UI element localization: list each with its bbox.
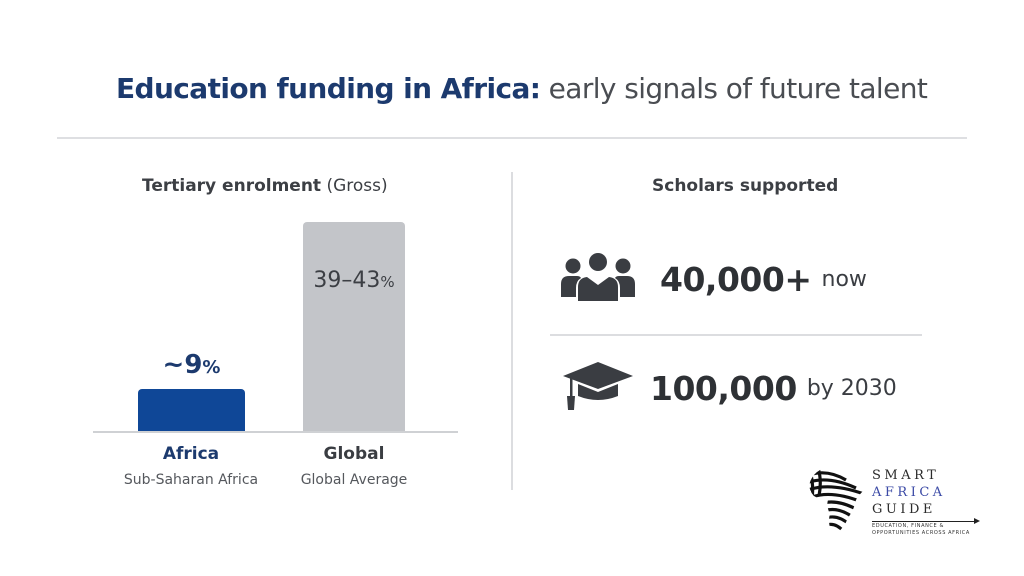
global-bar: [303, 222, 405, 432]
smart-africa-guide-logo: SMART AFRICA GUIDE EDUCATION, FINANCE & …: [806, 466, 986, 542]
africa-zebra-map-icon: [809, 468, 864, 535]
chart-baseline: [93, 431, 458, 433]
africa-value-label: ~9%: [162, 350, 221, 380]
logo-tagline: EDUCATION, FINANCE & OPPORTUNITIES ACROS…: [872, 523, 970, 536]
africa-bar: [138, 389, 245, 432]
panel-divider: [511, 172, 513, 490]
africa-subtitle: Sub-Saharan Africa: [123, 472, 259, 488]
current-scholars-suffix: now: [821, 266, 867, 292]
page-title: Education funding in Africa: early signa…: [116, 72, 928, 105]
global-value-label: 39–43%: [313, 268, 395, 293]
global-category-label: Global: [323, 444, 385, 464]
chart-title: Tertiary enrolment (Gross): [142, 176, 388, 196]
logo-arrow-icon: [974, 518, 980, 524]
target-scholars-suffix: by 2030: [806, 375, 897, 401]
logo-text-guide: GUIDE: [872, 502, 936, 517]
logo-text-africa: AFRICA: [872, 485, 946, 500]
target-scholars-value: 100,000: [650, 368, 797, 408]
logo-text-smart: SMART: [872, 468, 940, 483]
logo-arrow-line: [872, 521, 976, 522]
title-light: early signals of future talent: [548, 72, 928, 105]
chart-title-light: (Gross): [326, 176, 388, 196]
header-divider: [57, 137, 967, 139]
graduation-cap-icon: [562, 360, 634, 416]
global-subtitle: Global Average: [300, 472, 408, 488]
africa-category-label: Africa: [162, 444, 220, 464]
scholars-title: Scholars supported: [652, 176, 839, 196]
current-scholars-value: 40,000+: [660, 259, 812, 299]
stat-target-scholars: 100,000 by 2030: [562, 360, 897, 416]
title-bold: Education funding in Africa:: [116, 72, 541, 105]
chart-title-bold: Tertiary enrolment: [142, 176, 322, 196]
people-group-icon: [560, 253, 636, 305]
stats-divider: [550, 334, 922, 336]
stat-current-scholars: 40,000+ now: [560, 253, 867, 305]
